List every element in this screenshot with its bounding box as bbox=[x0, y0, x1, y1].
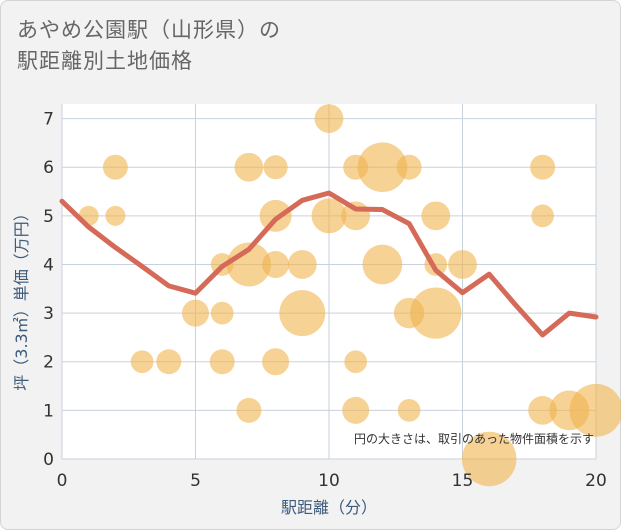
data-bubble bbox=[259, 199, 292, 232]
x-axis-label: 駅距離（分） bbox=[281, 498, 377, 517]
y-tick-label: 1 bbox=[43, 401, 54, 421]
y-tick-label: 2 bbox=[43, 353, 54, 373]
chart-title-line1: あやめ公園駅（山形県）の bbox=[17, 18, 281, 42]
data-bubble bbox=[410, 287, 462, 339]
data-bubble bbox=[461, 431, 517, 487]
size-note: 円の大きさは、取引のあった物件面積を示す bbox=[354, 431, 594, 446]
data-bubble bbox=[182, 299, 209, 327]
y-tick-label: 0 bbox=[43, 450, 54, 470]
data-bubble bbox=[210, 301, 234, 325]
y-tick-label: 3 bbox=[43, 304, 54, 324]
data-bubble bbox=[531, 204, 554, 228]
data-bubble bbox=[357, 142, 408, 193]
data-bubble bbox=[396, 154, 422, 180]
x-tick-label: 0 bbox=[57, 471, 68, 491]
chart-title: あやめ公園駅（山形県）の 駅距離別土地価格 bbox=[17, 15, 417, 77]
data-bubble bbox=[421, 201, 451, 231]
y-axis-label: 坪（3.3㎡）単価（万円） bbox=[12, 205, 31, 390]
bubbles-layer bbox=[78, 104, 621, 487]
data-bubble bbox=[209, 349, 235, 375]
data-bubble bbox=[397, 399, 421, 422]
data-bubble bbox=[287, 250, 317, 279]
x-tick-labels: 0 5 10 15 20 bbox=[57, 471, 607, 491]
y-tick-label: 6 bbox=[43, 158, 54, 178]
y-tick-label: 5 bbox=[43, 207, 54, 227]
average-price-line bbox=[59, 190, 599, 338]
y-tick-label: 7 bbox=[43, 110, 54, 130]
data-bubble bbox=[342, 396, 370, 424]
data-bubble bbox=[344, 350, 368, 374]
data-bubble bbox=[279, 290, 326, 337]
data-bubble bbox=[234, 152, 264, 182]
x-tick-label: 5 bbox=[190, 471, 201, 491]
chart-title-line2: 駅距離別土地価格 bbox=[17, 49, 193, 73]
data-bubble bbox=[569, 383, 621, 437]
x-tick-label: 10 bbox=[318, 471, 340, 491]
data-bubble bbox=[311, 198, 347, 234]
data-bubble bbox=[314, 104, 344, 133]
data-bubble bbox=[362, 244, 403, 285]
x-tick-label: 20 bbox=[585, 471, 607, 491]
data-bubble bbox=[263, 155, 288, 180]
data-bubble bbox=[236, 397, 262, 423]
data-bubble bbox=[448, 250, 477, 279]
data-bubble bbox=[262, 250, 290, 278]
data-bubble bbox=[105, 205, 126, 226]
y-tick-label: 4 bbox=[43, 255, 54, 275]
data-bubble bbox=[130, 350, 154, 374]
data-bubble bbox=[102, 154, 128, 180]
y-tick-labels: 0 1 2 3 4 5 6 7 bbox=[43, 110, 54, 470]
data-bubble bbox=[530, 154, 556, 180]
x-tick-label: 15 bbox=[452, 471, 474, 491]
data-bubble bbox=[262, 348, 290, 376]
data-bubble bbox=[528, 395, 557, 425]
data-bubble bbox=[156, 349, 182, 375]
